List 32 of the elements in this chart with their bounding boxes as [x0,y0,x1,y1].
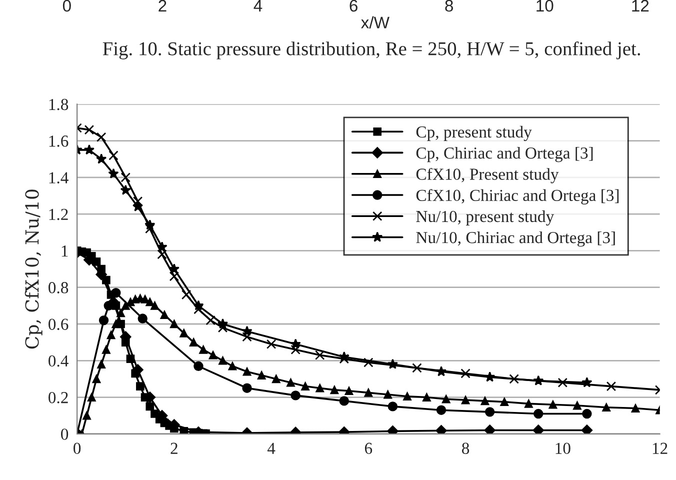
x-tick-label: 6 [364,442,372,454]
y-tick-label: 1.2 [49,208,68,220]
y-tick-label: 1.6 [49,136,68,147]
text: 6 [350,0,358,12]
y-tick-label: 0.8 [48,282,68,294]
legend-label: Cp, Chiriac and Ortega [3] [416,146,593,162]
y-tick-label: 1.8 [49,98,68,110]
y-axis-title: Cp, CfX10, Nu/10 [24,190,42,349]
x-tick-label: 12 [652,442,668,454]
y-tick-label: 0.4 [48,355,68,367]
caption: Fig. 10. Static pressure distribution, Re = 250, H/W = 5, confined jet. [102,41,640,60]
x-tick-label: 10 [556,442,570,454]
x-tick-label: 0 [74,442,81,454]
legend-label: Nu/10, present study [416,210,554,226]
text: 10 [536,0,554,12]
x-tick-label: 8 [462,442,470,454]
text: 2 [158,0,166,12]
y-tick-label: 0 [61,428,68,440]
text: 12 [632,0,649,12]
legend-label: CfX10, Present study [416,168,559,184]
y-tick-label: 1 [62,246,68,257]
y-tick-label: 0.6 [48,318,68,330]
x-tick-label: 2 [170,442,178,454]
text: x/W [361,16,390,28]
y-tick-label: 0.2 [48,392,68,404]
x-tick-label: 4 [267,442,276,454]
legend-label: Nu/10, Chiriac and Ortega [3] [416,231,615,247]
y-tick-label: 1.4 [49,172,68,184]
text: 8 [445,0,453,12]
legend-label: Cp, present study [416,126,532,142]
text: 4 [254,0,262,12]
legend-label: CfX10, Chiriac and Ortega [3] [416,189,619,204]
